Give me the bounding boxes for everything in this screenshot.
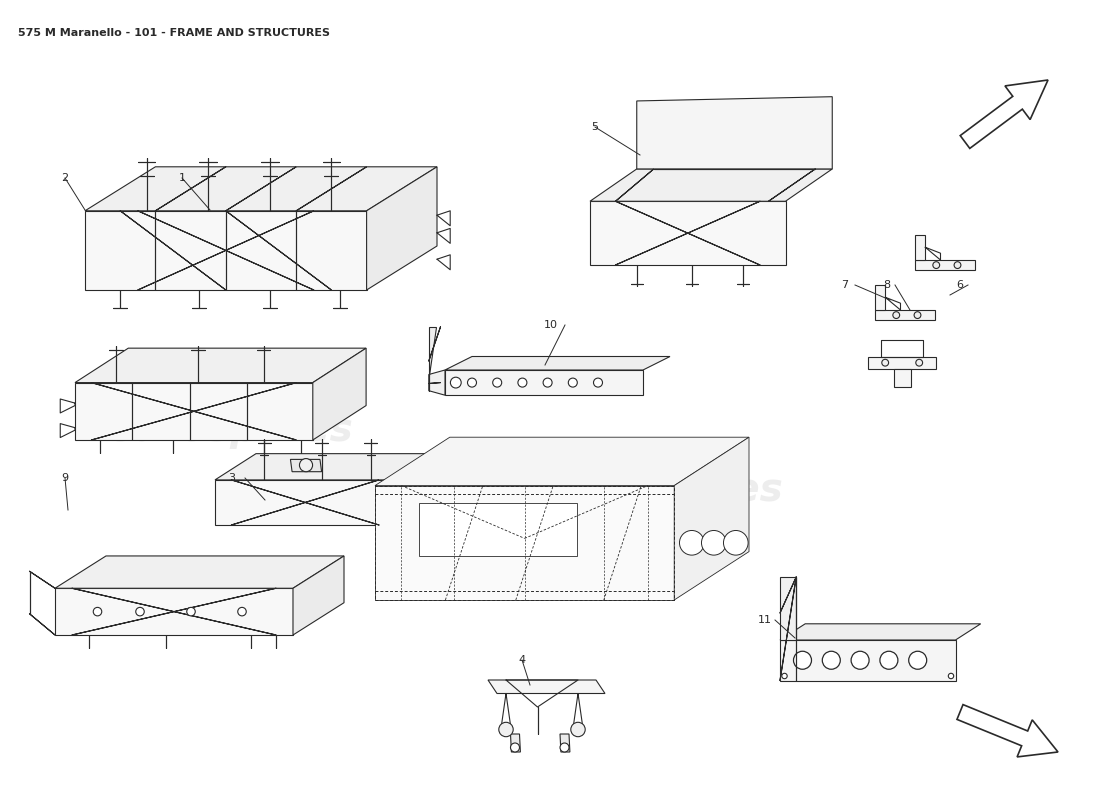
Polygon shape [590,169,833,202]
Polygon shape [960,80,1048,149]
Polygon shape [55,556,344,588]
Polygon shape [893,369,911,386]
Circle shape [187,607,196,616]
Text: 3: 3 [229,473,235,483]
Text: 4: 4 [518,655,526,665]
Polygon shape [55,588,293,635]
Circle shape [299,458,312,472]
Circle shape [914,312,921,318]
Polygon shape [75,348,366,382]
Circle shape [882,359,889,366]
Circle shape [880,651,898,670]
Polygon shape [85,210,366,290]
Circle shape [851,651,869,670]
Polygon shape [915,234,925,260]
Polygon shape [75,382,312,440]
Circle shape [468,378,476,387]
Text: eurospares: eurospares [107,411,353,449]
Text: 5: 5 [592,122,598,132]
Polygon shape [429,326,436,390]
Polygon shape [419,503,578,556]
Polygon shape [780,624,981,640]
Polygon shape [874,310,935,320]
Circle shape [238,607,246,616]
Text: 11: 11 [758,615,772,625]
Circle shape [560,743,569,752]
Circle shape [724,530,748,555]
Polygon shape [366,166,437,290]
Polygon shape [868,357,936,369]
Text: 10: 10 [544,320,558,330]
Circle shape [909,651,926,670]
Polygon shape [780,640,956,681]
Polygon shape [293,556,344,635]
Circle shape [594,378,603,387]
Text: 9: 9 [62,473,68,483]
Circle shape [948,674,954,678]
Polygon shape [446,370,644,395]
Circle shape [94,607,101,616]
Polygon shape [915,260,975,270]
Polygon shape [214,454,437,480]
Circle shape [823,651,840,670]
Circle shape [498,722,514,737]
Circle shape [916,359,923,366]
Text: 1: 1 [178,173,186,183]
Circle shape [569,378,578,387]
Text: 575 M Maranello - 101 - FRAME AND STRUCTURES: 575 M Maranello - 101 - FRAME AND STRUCT… [18,28,330,38]
Circle shape [702,530,726,555]
Circle shape [543,378,552,387]
Text: 2: 2 [62,173,68,183]
Circle shape [493,378,502,387]
Polygon shape [446,357,670,370]
Polygon shape [874,285,886,310]
Polygon shape [780,577,796,640]
Polygon shape [85,166,437,210]
Circle shape [571,722,585,737]
Circle shape [793,651,812,670]
Circle shape [933,262,939,269]
Polygon shape [375,486,674,600]
Circle shape [510,743,519,752]
Circle shape [450,378,461,388]
Polygon shape [560,734,570,752]
Polygon shape [375,437,749,486]
Circle shape [954,262,961,269]
Polygon shape [214,480,395,525]
Polygon shape [510,734,520,752]
Text: 7: 7 [842,280,848,290]
Circle shape [518,378,527,387]
Polygon shape [637,97,833,169]
Circle shape [680,530,704,555]
Polygon shape [590,202,785,265]
Polygon shape [429,370,446,395]
Circle shape [893,312,900,318]
Text: eurospares: eurospares [537,471,783,509]
Polygon shape [488,680,605,694]
Circle shape [135,607,144,616]
Text: 8: 8 [883,280,891,290]
Polygon shape [957,705,1058,757]
Polygon shape [312,348,366,440]
Polygon shape [674,437,749,600]
Circle shape [782,674,788,678]
Polygon shape [290,459,321,472]
Text: 6: 6 [957,280,964,290]
